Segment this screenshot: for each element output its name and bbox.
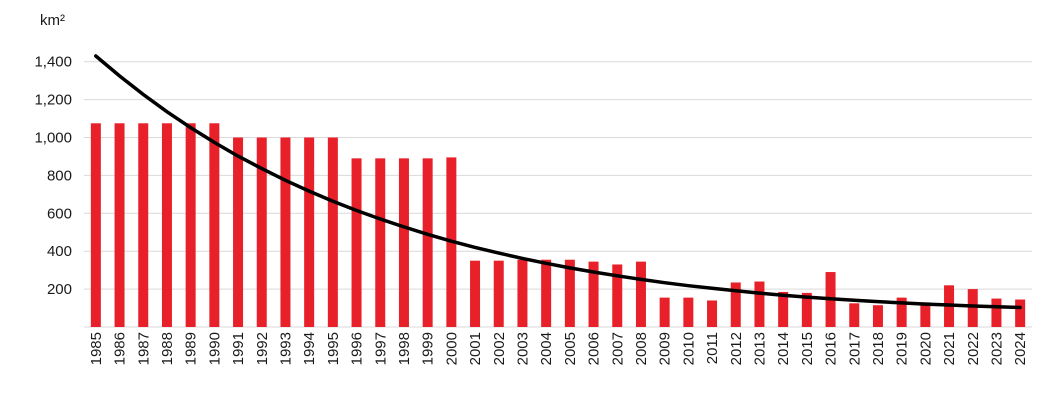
x-tick-label: 2024	[1012, 332, 1029, 365]
y-axis-ticks: 200 400 600 800 1,000 1,200 1,400	[34, 54, 72, 298]
bar-2010	[683, 297, 694, 327]
x-tick-label: 1992	[254, 332, 271, 365]
bar-2002	[493, 260, 504, 327]
bar-1991	[233, 137, 244, 327]
x-tick-label: 2013	[751, 332, 768, 365]
bar-2019	[896, 297, 907, 327]
x-tick-label: 2008	[633, 332, 650, 365]
x-tick-label: 1988	[159, 332, 176, 365]
bar-1990	[209, 123, 220, 327]
bar-2022	[967, 289, 978, 327]
bar-series	[90, 123, 1026, 327]
x-tick-label: 2015	[799, 332, 816, 365]
x-tick-label: 2021	[941, 332, 958, 365]
x-tick-label: 1991	[230, 332, 247, 365]
bar-2005	[564, 259, 575, 327]
bar-1989	[185, 123, 196, 327]
x-tick-label: 2001	[467, 332, 484, 365]
x-axis-ticks: 1985 1986 1987 1988 1989 1990 1991 1992 1993 1994…	[88, 332, 1029, 365]
x-tick-label: 2002	[491, 332, 508, 365]
x-tick-label: 1996	[349, 332, 366, 365]
bar-2011	[707, 300, 718, 327]
x-tick-label: 1985	[88, 332, 105, 365]
bar-2020	[920, 302, 931, 327]
x-tick-label: 2023	[988, 332, 1005, 365]
x-tick-label: 1998	[396, 332, 413, 365]
x-tick-label: 2020	[917, 332, 934, 365]
bar-2007	[612, 264, 623, 327]
x-tick-label: 1994	[301, 332, 318, 365]
bar-1995	[327, 137, 338, 327]
bar-1994	[304, 137, 315, 327]
x-tick-label: 2016	[823, 332, 840, 365]
x-tick-label: 1986	[112, 332, 129, 365]
x-tick-label: 1993	[277, 332, 294, 365]
bar-1996	[351, 158, 362, 327]
bar-1987	[138, 123, 149, 327]
bar-2015	[801, 292, 812, 327]
bar-1993	[280, 137, 291, 327]
x-tick-label: 2017	[846, 332, 863, 365]
gridlines	[84, 61, 1032, 328]
x-tick-label: 1997	[372, 332, 389, 365]
bar-2013	[754, 281, 765, 327]
bar-2008	[635, 261, 646, 327]
bar-2004	[541, 259, 552, 327]
x-tick-label: 1989	[183, 332, 200, 365]
x-tick-label: 2007	[609, 332, 626, 365]
x-tick-label: 1999	[420, 332, 437, 365]
x-tick-label: 2009	[657, 332, 674, 365]
x-tick-label: 1995	[325, 332, 342, 365]
bar-2001	[470, 260, 481, 327]
bar-2017	[849, 303, 860, 327]
bar-1992	[256, 137, 267, 327]
x-tick-label: 2022	[965, 332, 982, 365]
bar-2012	[730, 282, 741, 327]
y-tick-label: 200	[47, 281, 72, 298]
bar-2006	[588, 261, 599, 327]
bar-2024	[1015, 299, 1026, 327]
bar-2018	[872, 305, 883, 327]
x-tick-label: 2003	[514, 332, 531, 365]
x-tick-label: 2010	[680, 332, 697, 365]
x-tick-label: 2004	[538, 332, 555, 365]
x-tick-label: 2011	[704, 332, 721, 364]
bar-2014	[778, 291, 789, 327]
y-tick-label: 800	[47, 167, 72, 184]
y-tick-label: 600	[47, 205, 72, 222]
x-tick-label: 1990	[206, 332, 223, 365]
bar-1986	[114, 123, 125, 327]
bar-1985	[90, 123, 101, 327]
bar-2023	[991, 298, 1002, 327]
y-tick-label: 1,400	[34, 54, 72, 71]
bar-2009	[659, 297, 670, 327]
x-tick-label: 2019	[894, 332, 911, 365]
x-tick-label: 1987	[135, 332, 152, 365]
bar-1998	[398, 158, 409, 327]
bar-1988	[161, 123, 172, 327]
y-tick-label: 1,000	[34, 130, 72, 147]
bar-1997	[375, 158, 386, 327]
y-tick-label: 1,200	[34, 92, 72, 109]
y-axis-unit-label: km²	[40, 12, 65, 29]
x-tick-label: 2014	[775, 332, 792, 365]
bar-2003	[517, 259, 528, 327]
x-tick-label: 2012	[728, 332, 745, 365]
x-tick-label: 2006	[586, 332, 603, 365]
x-tick-label: 2018	[870, 332, 887, 365]
bar-1999	[422, 158, 433, 327]
x-tick-label: 2000	[443, 332, 460, 365]
x-tick-label: 2005	[562, 332, 579, 365]
trend-line	[94, 54, 1022, 310]
y-tick-label: 400	[47, 243, 72, 260]
